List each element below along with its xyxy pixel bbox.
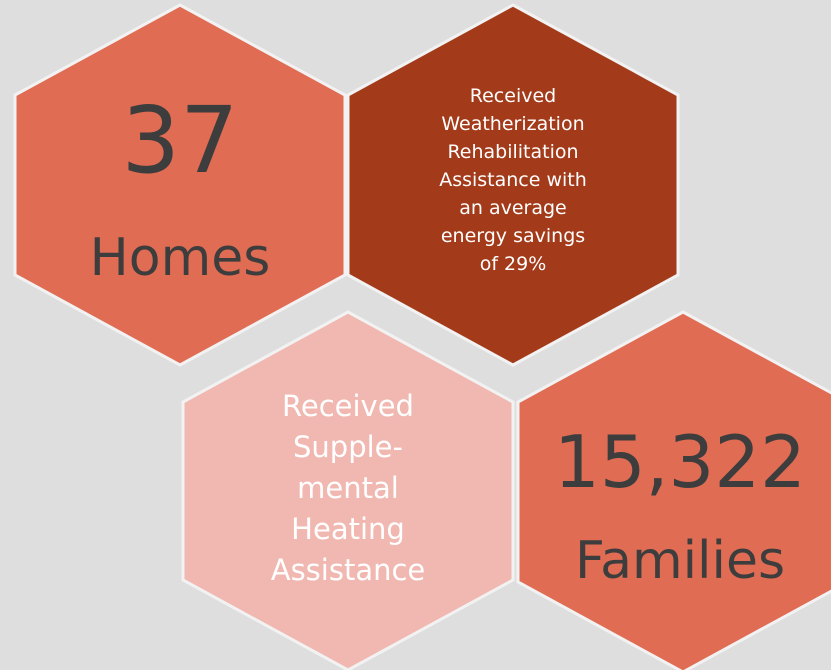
text-line: an average: [459, 197, 567, 219]
text-line: Rehabilitation: [447, 141, 578, 163]
text-line: Heating: [291, 512, 405, 546]
text-block: Received Supple- mental Heating Assistan…: [271, 389, 426, 587]
hexagon: [346, 3, 680, 367]
text-line: Received: [470, 85, 556, 107]
hexagon: [516, 310, 831, 670]
big-number: 37: [121, 87, 238, 194]
text-line: Assistance: [271, 553, 426, 587]
hexagon: [181, 310, 515, 670]
text-line: Assistance with: [439, 169, 587, 191]
text-line: Received: [282, 389, 414, 423]
hexagon: [13, 3, 347, 367]
label: Homes: [90, 228, 271, 288]
text-line: of 29%: [480, 253, 547, 275]
big-number: 15,322: [554, 420, 806, 504]
text-line: Supple-: [293, 430, 403, 464]
text-block: Received Weatherization Rehabilitation A…: [439, 85, 587, 275]
text-line: mental: [297, 471, 399, 505]
text-line: Weatherization: [441, 113, 584, 135]
text-line: energy savings: [441, 225, 585, 247]
label: Families: [575, 531, 785, 591]
